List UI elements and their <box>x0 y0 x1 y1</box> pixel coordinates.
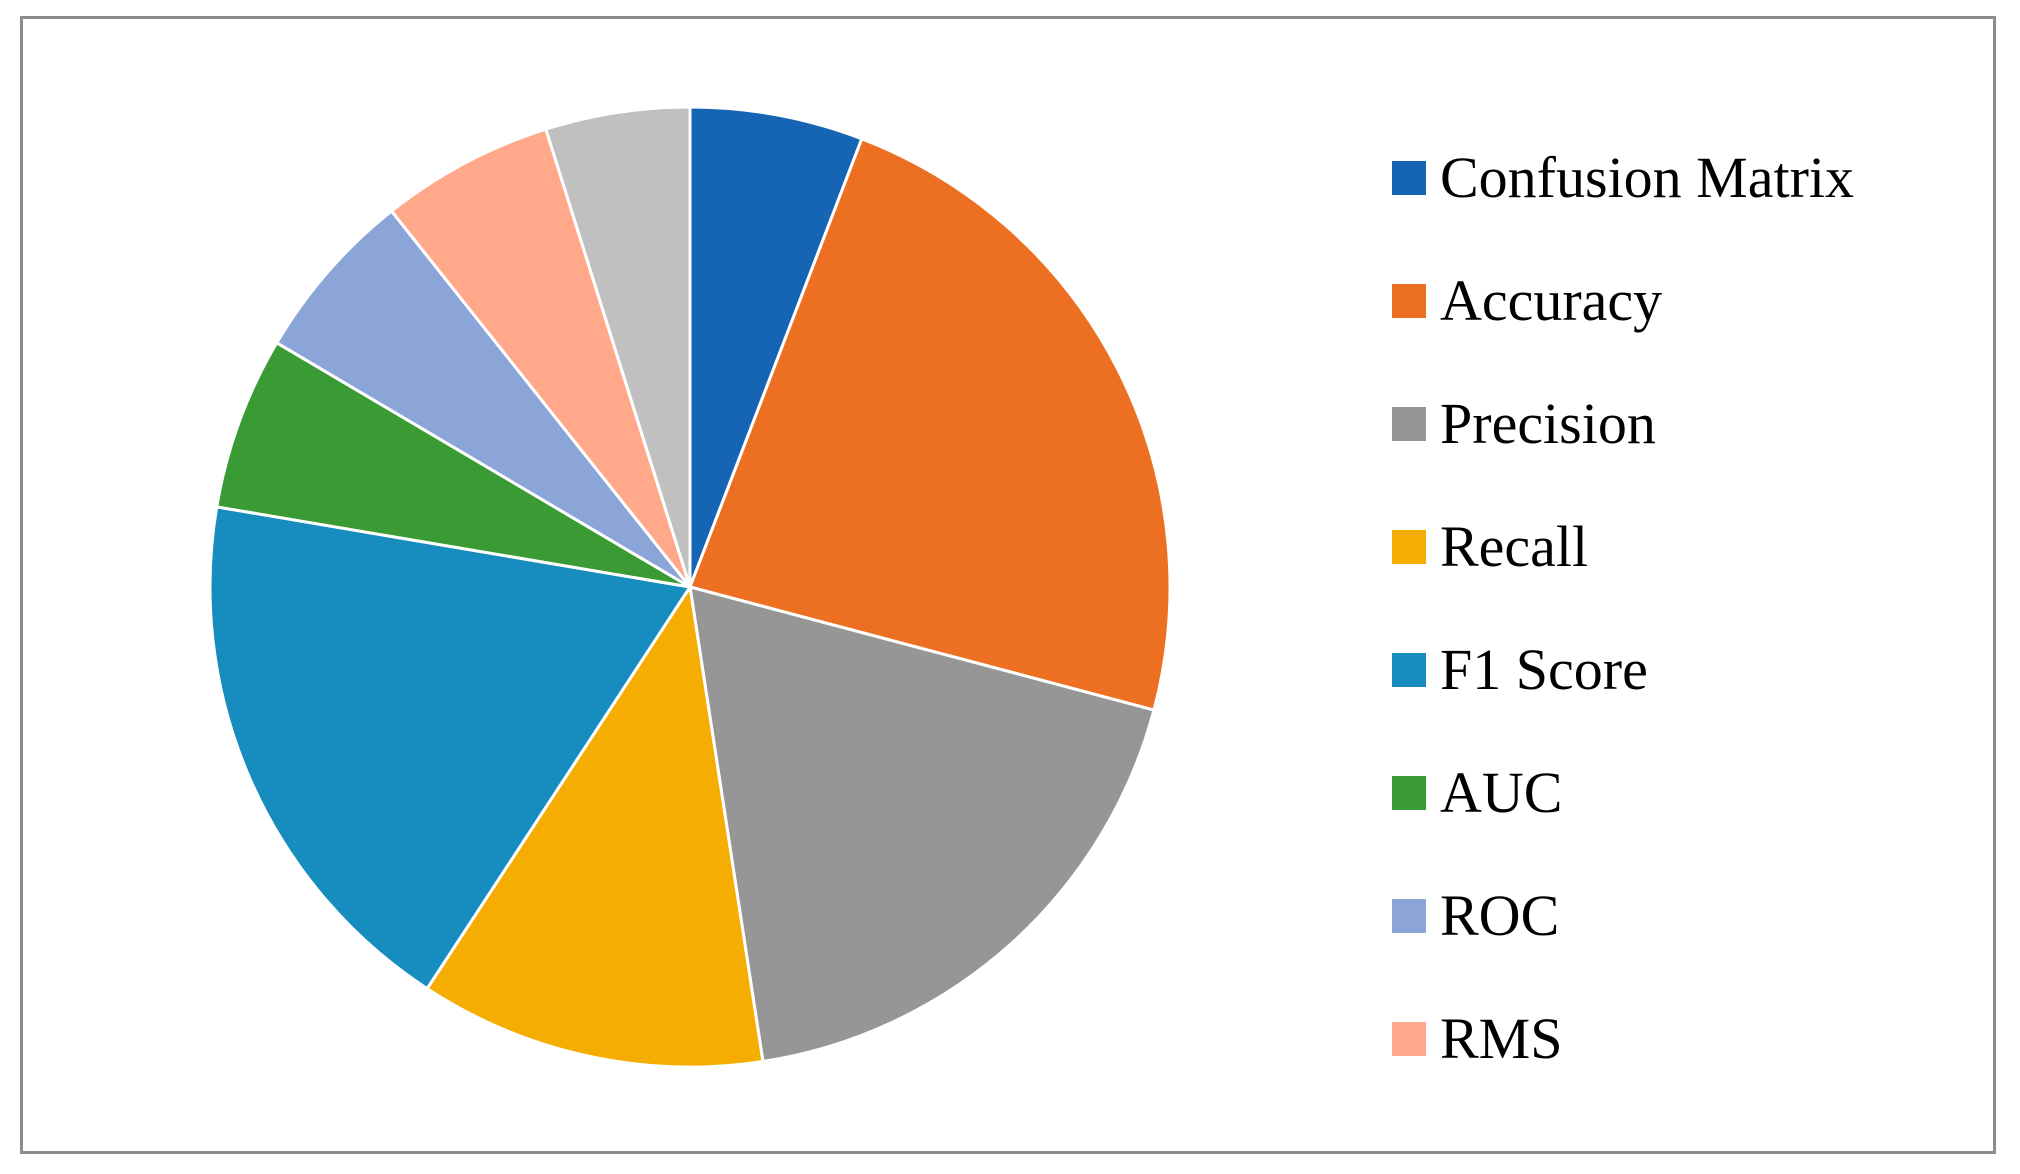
legend-item-confusion-matrix: Confusion Matrix <box>1392 116 1854 239</box>
legend-label: RMS <box>1440 1005 1563 1071</box>
legend-item-roc: ROC <box>1392 854 1854 977</box>
pie-slice-f1-score <box>208 505 692 991</box>
legend-swatch <box>1392 406 1426 441</box>
legend-label: F1 Score <box>1440 636 1648 702</box>
pie-slice-roc <box>275 209 692 589</box>
legend-label: Precision <box>1440 390 1656 456</box>
legend-item-auc: AUC <box>1392 731 1854 854</box>
legend-swatch <box>1392 652 1426 687</box>
legend-label: ROC <box>1440 882 1560 948</box>
legend: Confusion Matrix Accuracy Precision Recall F… <box>1392 116 1854 1100</box>
legend-swatch <box>1392 529 1426 564</box>
pie-slice-rms <box>390 127 692 589</box>
legend-swatch <box>1392 283 1426 318</box>
legend-swatch <box>1392 898 1426 933</box>
pie-slice-accuracy <box>688 137 1172 712</box>
pie-slice-recall <box>425 585 765 1069</box>
legend-swatch <box>1392 775 1426 810</box>
pie-slice-precision <box>688 585 1156 1063</box>
pie-slice-confusion-matrix <box>688 105 864 589</box>
legend-label: Confusion Matrix <box>1440 144 1855 210</box>
legend-swatch <box>1392 160 1426 195</box>
pie-slice-auc <box>215 341 692 589</box>
legend-label: Accuracy <box>1440 267 1663 333</box>
legend-item-rms: RMS <box>1392 977 1854 1100</box>
legend-item-accuracy: Accuracy <box>1392 239 1854 362</box>
pie-slice-other <box>544 105 692 589</box>
legend-label: AUC <box>1440 759 1563 825</box>
legend-label: Recall <box>1440 513 1589 579</box>
legend-item-f1-score: F1 Score <box>1392 608 1854 731</box>
legend-item-precision: Precision <box>1392 362 1854 485</box>
legend-swatch <box>1392 1021 1426 1056</box>
legend-item-recall: Recall <box>1392 485 1854 608</box>
